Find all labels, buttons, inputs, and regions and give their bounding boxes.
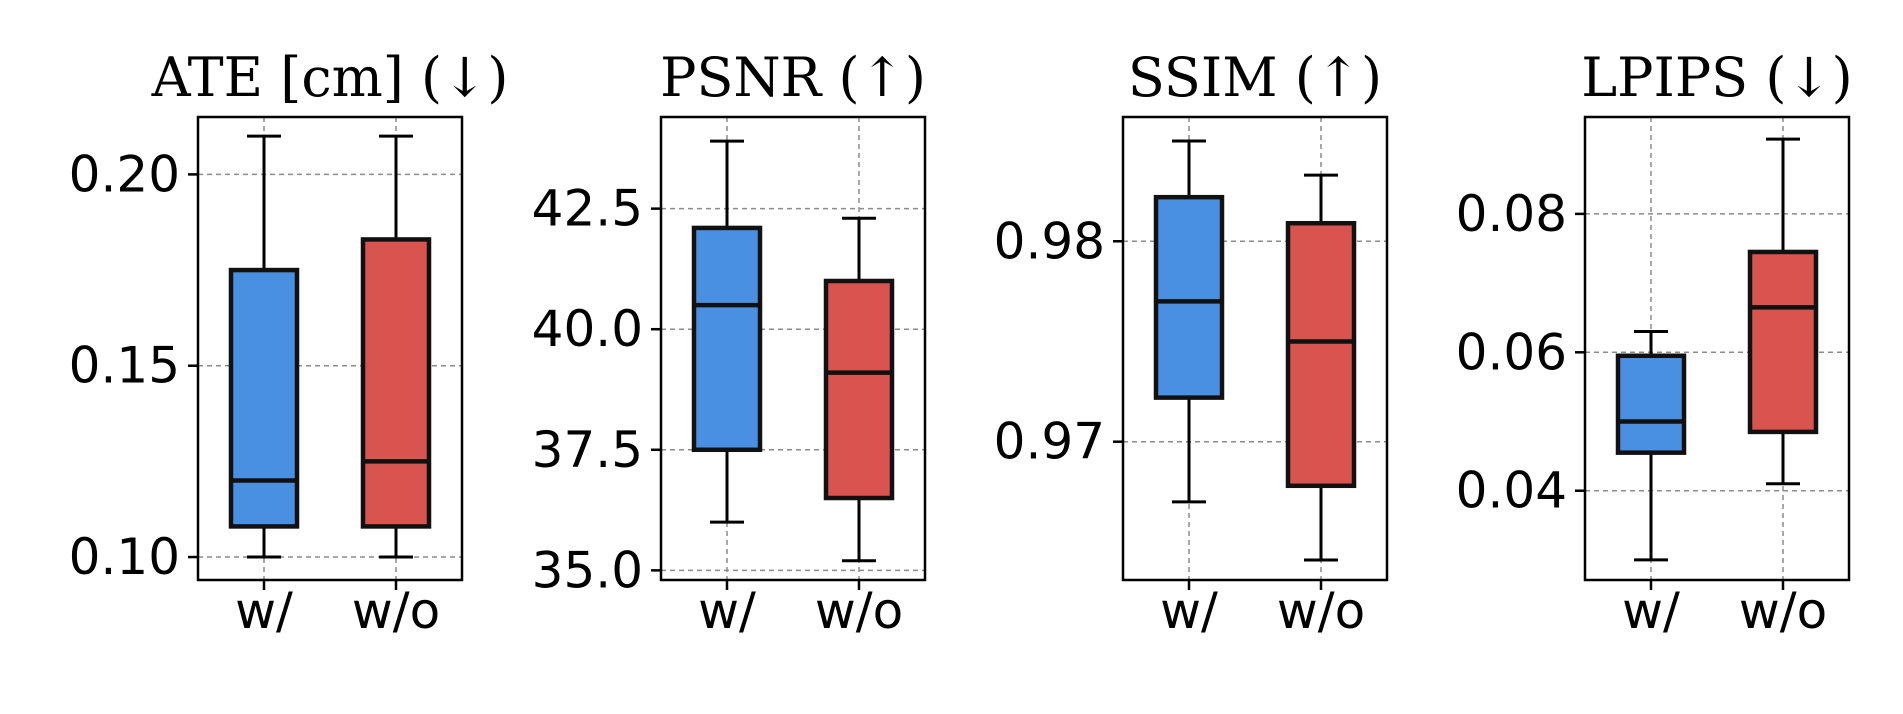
x-tick-label: w/	[235, 582, 293, 640]
panel-title: PSNR (↑)	[660, 46, 926, 109]
y-tick-label: 37.5	[532, 421, 643, 479]
y-tick-label: 0.15	[69, 337, 180, 395]
axes-frame	[659, 115, 927, 582]
y-tick-label: 0.97	[994, 413, 1105, 471]
panel-title: ATE [cm] (↓)	[151, 46, 509, 109]
x-tick-label: w/	[698, 582, 756, 640]
y-tick-label: 35.0	[532, 541, 643, 599]
box-with	[1615, 330, 1687, 562]
axes-frame	[196, 115, 464, 582]
iqr-box	[1747, 249, 1819, 435]
box-with	[228, 134, 300, 559]
chart-panel: 0.97 0.98 w/w/o SSIM (↑)	[994, 46, 1389, 640]
panel-title: SSIM (↑)	[1128, 46, 1382, 109]
iqr-box	[228, 267, 300, 529]
panels-group: 0.10 0.15 0.20 w/w/o ATE [cm] (↓) 35.0 37.5 40.…	[69, 46, 1853, 640]
x-tick-label: w/o	[352, 582, 440, 640]
box-without	[1747, 137, 1819, 486]
box-without	[1285, 173, 1357, 562]
y-tick-label: 0.98	[994, 212, 1105, 270]
box-without	[360, 134, 432, 559]
iqr-box	[1285, 220, 1357, 489]
box-without	[823, 216, 895, 563]
x-tick-label: w/	[1622, 582, 1680, 640]
iqr-box	[691, 225, 763, 453]
box-with	[691, 139, 763, 524]
y-tick-label: 42.5	[532, 180, 643, 238]
axes-frame	[1583, 115, 1851, 582]
panel-title: LPIPS (↓)	[1581, 46, 1852, 109]
axes-frame	[1121, 115, 1389, 582]
y-tick-label: 40.0	[532, 300, 643, 358]
chart-panel: 0.10 0.15 0.20 w/w/o ATE [cm] (↓)	[69, 46, 509, 640]
x-tick-label: w/o	[815, 582, 903, 640]
chart-panel: 35.0 37.5 40.0 42.5 w/w/o PSNR (↑)	[532, 46, 927, 640]
y-tick-label: 0.06	[1456, 323, 1567, 381]
x-tick-label: w/o	[1277, 582, 1365, 640]
iqr-box	[823, 278, 895, 501]
chart-panel: 0.04 0.06 0.08 w/w/o LPIPS (↓)	[1456, 46, 1853, 640]
y-tick-label: 0.20	[69, 145, 180, 203]
x-tick-label: w/o	[1739, 582, 1827, 640]
box-with	[1153, 139, 1225, 504]
iqr-box	[360, 237, 432, 529]
x-tick-label: w/	[1160, 582, 1218, 640]
iqr-box	[1153, 194, 1225, 400]
iqr-box	[1615, 353, 1687, 455]
y-tick-label: 0.04	[1456, 462, 1567, 520]
y-tick-label: 0.08	[1456, 185, 1567, 243]
y-tick-label: 0.10	[69, 528, 180, 586]
